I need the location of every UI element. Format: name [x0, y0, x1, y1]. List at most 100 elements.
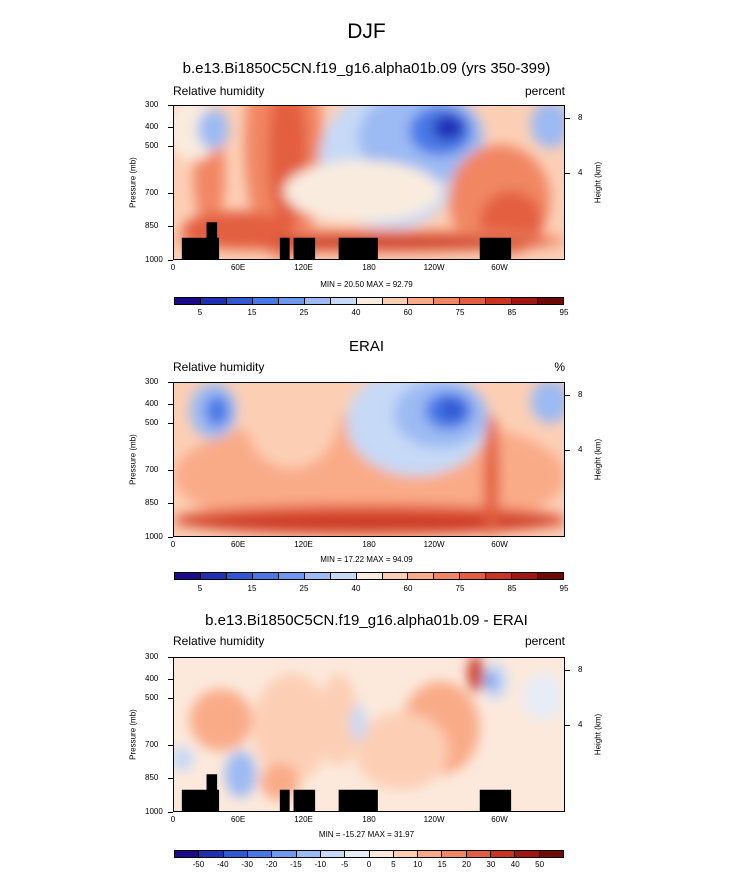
plot-area [173, 105, 565, 260]
colorbar [174, 850, 564, 858]
left-label: Relative humidity [173, 360, 265, 374]
colorbar-swatch [369, 851, 394, 857]
y-axis-label: Pressure (mb) [128, 708, 138, 760]
colorbar-label: 85 [507, 308, 517, 317]
y-tick-label: 500 [145, 418, 159, 428]
x-tick-label: 180 [362, 263, 376, 272]
colorbar-swatch [382, 573, 409, 579]
field-contour [468, 658, 484, 693]
colorbar-swatch [278, 298, 305, 304]
y-tick-label: 850 [145, 772, 159, 782]
colorbar-label: 60 [403, 308, 413, 317]
colorbar-label: 95 [559, 308, 569, 317]
field-contour [189, 689, 253, 751]
page-title: DJF [347, 20, 386, 43]
land-mask [279, 237, 290, 259]
min-max-stats: MIN = 17.22 MAX = 94.09 [320, 555, 413, 564]
land-mask [479, 237, 512, 259]
colorbar-swatch [393, 851, 419, 857]
x-tick-label: 120W [423, 540, 445, 549]
field-contour [440, 398, 465, 421]
colorbar-swatch [304, 573, 331, 579]
y-right-tick-label: 8 [578, 390, 583, 400]
colorbar-swatch [434, 298, 461, 304]
colorbar-label: 20 [462, 860, 471, 869]
field-contour [483, 414, 500, 536]
y-right-tick [565, 670, 570, 672]
colorbar-label: 40 [510, 860, 520, 869]
y-right-tick [565, 395, 570, 397]
colorbar-swatch [434, 573, 461, 579]
x-tick-label: 0 [170, 263, 176, 272]
y-tick-label: 300 [145, 100, 159, 109]
colorbar-label: 25 [299, 308, 309, 317]
y-tick [168, 657, 173, 658]
y-tick [168, 225, 173, 227]
panel-title: ERAI [348, 338, 384, 355]
plot-area [173, 657, 565, 812]
colorbar-label: -20 [265, 860, 278, 869]
colorbar [174, 297, 564, 305]
contour-field [174, 383, 564, 536]
y-right-tick-label: 4 [578, 720, 583, 730]
y-right-tick [565, 725, 570, 727]
colorbar-swatch [175, 298, 201, 304]
colorbar-label: -5 [341, 860, 349, 869]
y-tick [168, 502, 173, 504]
field-contour [197, 109, 229, 150]
land-mask [338, 237, 378, 259]
y-right-tick-label: 8 [578, 665, 583, 675]
colorbar-swatch [538, 573, 564, 579]
colorbar-swatch [491, 851, 516, 857]
field-contour [252, 673, 331, 782]
x-tick-label: 0 [170, 815, 176, 824]
field-contour [485, 671, 498, 691]
colorbar-swatch [408, 573, 435, 579]
colorbar-swatch [512, 298, 539, 304]
colorbar-label: 60 [403, 584, 413, 593]
x-tick-label: 180 [362, 815, 376, 824]
y-tick [168, 260, 173, 261]
y-tick [168, 146, 173, 148]
right-label: percent [524, 84, 565, 98]
colorbar-swatch [223, 851, 248, 857]
x-tick-label: 120W [423, 815, 445, 824]
land-mask [279, 789, 290, 811]
colorbar-label: 30 [486, 860, 496, 869]
panel-title: b.e13.Bi1850C5CN.f19_g16.alpha01b.09 - E… [205, 612, 528, 629]
colorbar-swatch [272, 851, 297, 857]
colorbar-label: 75 [455, 584, 465, 593]
field-contour [224, 751, 257, 798]
colorbar-swatch [356, 573, 383, 579]
field-contour [522, 673, 563, 720]
land-mask [206, 222, 218, 259]
y-tick [168, 812, 173, 813]
y-right-tick-label: 4 [578, 168, 583, 178]
x-tick-label: 60E [230, 263, 246, 272]
y-tick-label: 500 [145, 693, 159, 703]
colorbar-swatch [252, 298, 279, 304]
y-tick-label: 300 [145, 652, 159, 661]
panel-title: b.e13.Bi1850C5CN.f19_g16.alpha01b.09 (yr… [182, 60, 551, 77]
colorbar-label: -15 [290, 860, 302, 869]
colorbar-label: 40 [351, 584, 361, 593]
field-contour [350, 704, 367, 742]
x-tick-label: 60W [491, 815, 508, 824]
colorbar-swatch [356, 298, 383, 304]
x-tick-label: 120E [294, 815, 313, 824]
x-tick-label: 120W [423, 263, 445, 272]
colorbar-swatch [382, 298, 409, 304]
field-contour [530, 106, 564, 148]
y-tick-label: 1000 [145, 807, 163, 816]
left-label: Relative humidity [173, 84, 265, 98]
y-tick [168, 127, 173, 129]
y-right-axis-label: Height (km) [593, 438, 603, 480]
colorbar-swatch [486, 573, 513, 579]
colorbar-label: 25 [299, 584, 309, 593]
colorbar-swatch [304, 298, 331, 304]
colorbar-swatch [466, 851, 492, 857]
colorbar-label: -10 [314, 860, 327, 869]
y-tick-label: 1000 [145, 532, 163, 541]
field-contour [432, 115, 465, 141]
y-tick-label: 500 [145, 141, 159, 151]
